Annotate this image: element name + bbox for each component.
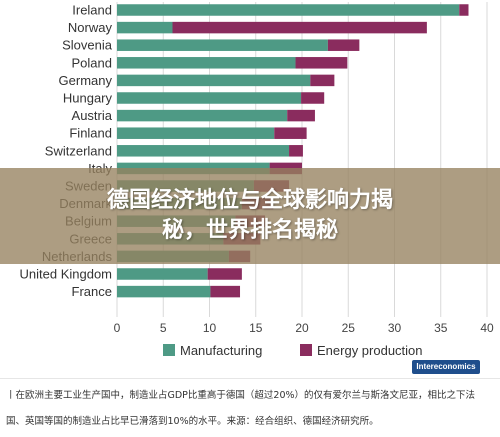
x-tick-label: 30 — [388, 321, 402, 335]
x-tick-label: 40 — [480, 321, 494, 335]
bar-slovenia-energy-production — [327, 39, 360, 51]
overlay-title-line-1: 德国经济地位与全球影响力揭 — [106, 188, 393, 213]
legend-label-manufacturing: Manufacturing — [180, 343, 262, 358]
category-label-poland: Poland — [72, 55, 112, 70]
category-label-norway: Norway — [68, 20, 113, 35]
bar-switzerland-manufacturing — [117, 145, 290, 157]
bar-germany-manufacturing — [117, 74, 311, 87]
bar-austria-manufacturing — [117, 109, 288, 122]
legend-label-energy-production: Energy production — [317, 343, 423, 358]
bar-france-manufacturing — [117, 285, 211, 298]
bar-finland-energy-production — [274, 127, 307, 139]
caption-divider — [0, 378, 500, 379]
x-tick-label: 5 — [160, 321, 167, 335]
overlay-title: 德国经济地位与全球影响力揭 秘，世界排名揭秘 — [30, 186, 470, 246]
bar-finland-manufacturing — [117, 127, 275, 139]
x-tick-label: 25 — [342, 321, 356, 335]
category-label-austria: Austria — [72, 108, 113, 123]
bar-poland-manufacturing — [117, 57, 296, 69]
x-tick-label: 20 — [295, 321, 309, 335]
bar-france-energy-production — [210, 285, 241, 298]
legend: Manufacturing Energy production — [163, 343, 423, 358]
category-label-france: France — [72, 284, 112, 299]
bar-norway-manufacturing — [117, 21, 173, 34]
x-tick-label: 15 — [249, 321, 263, 335]
caption-line-2: 国、英国等国的制造业占比早已滑落到10%的水平。来源：经合组织、德国经济研究所。 — [6, 416, 379, 427]
bar-hungary-manufacturing — [117, 92, 302, 104]
bar-united-kingdom-energy-production — [207, 268, 242, 280]
overlay-title-line-2: 秘，世界排名揭秘 — [161, 218, 338, 243]
legend-swatch-manufacturing — [163, 344, 175, 356]
category-label-united-kingdom: United Kingdom — [20, 267, 113, 282]
category-label-switzerland: Switzerland — [45, 143, 112, 158]
bar-hungary-energy-production — [301, 92, 325, 104]
category-label-slovenia: Slovenia — [62, 38, 113, 53]
category-label-germany: Germany — [59, 73, 113, 88]
bar-germany-energy-production — [310, 74, 335, 87]
bar-poland-energy-production — [295, 57, 348, 69]
title-overlay-band — [0, 168, 500, 264]
source-badge: Intereconomics — [412, 360, 480, 374]
caption: 丨在欧洲主要工业生产国中，制造业占GDP比重高于德国（超过20%）的仅有爱尔兰与… — [6, 383, 496, 435]
bar-slovenia-manufacturing — [117, 39, 328, 51]
caption-line-1: 丨在欧洲主要工业生产国中，制造业占GDP比重高于德国（超过20%）的仅有爱尔兰与… — [6, 390, 476, 401]
gridlines — [116, 2, 488, 317]
legend-swatch-energy-production — [300, 344, 312, 356]
bar-ireland-energy-production — [459, 4, 469, 16]
bar-united-kingdom-manufacturing — [117, 268, 208, 280]
x-tick-label: 0 — [114, 321, 121, 335]
category-label-ireland: Ireland — [72, 3, 112, 18]
x-tick-label: 35 — [434, 321, 448, 335]
bar-switzerland-energy-production — [289, 145, 303, 157]
bar-norway-energy-production — [172, 21, 427, 34]
bar-austria-energy-production — [287, 109, 315, 122]
category-label-hungary: Hungary — [63, 91, 113, 106]
category-label-finland: Finland — [69, 126, 112, 141]
x-tick-labels: 0 5 10 15 20 25 30 35 40 — [114, 321, 494, 335]
bar-ireland-manufacturing — [117, 4, 460, 16]
x-tick-label: 10 — [203, 321, 217, 335]
